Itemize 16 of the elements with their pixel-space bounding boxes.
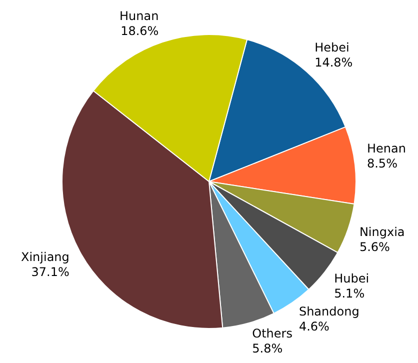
slice-label: Hebei	[314, 40, 350, 55]
slice-label: Xinjiang	[21, 250, 70, 264]
data-label: 18.6%	[120, 24, 159, 38]
slice-label: Shandong	[298, 304, 360, 319]
slice-label: Others	[252, 326, 292, 341]
data-label: 8.5%	[366, 156, 398, 171]
data-label: 14.8%	[314, 56, 353, 70]
slice-label: Hubei	[334, 272, 370, 286]
slice-label: Ningxia	[359, 225, 405, 240]
slice-label: Hunan	[119, 8, 159, 23]
data-label: 5.6%	[359, 240, 390, 254]
data-label: 37.1%	[31, 264, 70, 279]
data-label: 5.1%	[334, 286, 365, 301]
slice-label: Henan	[366, 142, 406, 156]
data-label: 4.6%	[298, 320, 330, 334]
data-label: 5.8%	[252, 342, 283, 356]
